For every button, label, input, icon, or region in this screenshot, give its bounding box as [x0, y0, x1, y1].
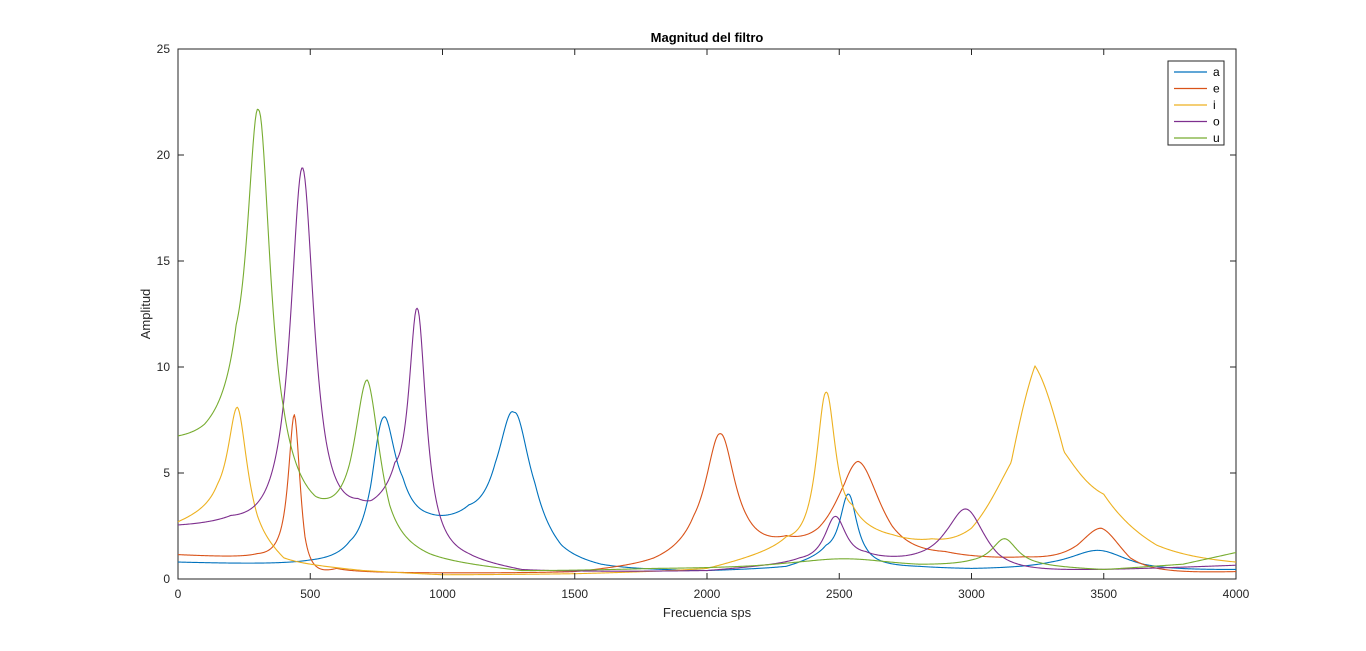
- x-tick-label: 3500: [1090, 587, 1117, 601]
- x-tick-label: 4000: [1223, 587, 1250, 601]
- chart-title: Magnitud del filtro: [651, 30, 764, 45]
- legend-label-u: u: [1213, 131, 1220, 145]
- ticks-layer: 0 500 1000 1500 2000 2500 3000 3500 4000 0 5 10 15 20…: [157, 42, 1250, 601]
- axes-box: [177, 48, 1237, 580]
- y-tick-label: 25: [157, 42, 171, 56]
- series-layer: [177, 108, 1237, 576]
- series-line-o: [177, 167, 1237, 572]
- legend-label-o: o: [1213, 115, 1220, 129]
- y-axis-label: Amplitud: [138, 289, 153, 340]
- series-line-u: [177, 108, 1237, 572]
- x-axis-label: Frecuencia sps: [663, 605, 752, 620]
- y-tick-label: 0: [163, 572, 170, 586]
- plot-area: 0 500 1000 1500 2000 2500 3000 3500 4000 0 5 10 15 20…: [157, 42, 1250, 601]
- y-tick-label: 15: [157, 254, 171, 268]
- x-tick-label: 3000: [958, 587, 985, 601]
- legend-box: [1167, 60, 1225, 146]
- series-line-i: [177, 365, 1237, 576]
- legend-label-a: a: [1213, 65, 1220, 79]
- x-tick-label: 1000: [429, 587, 456, 601]
- x-tick-label: 0: [175, 587, 182, 601]
- x-tick-label: 2000: [694, 587, 721, 601]
- x-tick-label: 1500: [561, 587, 588, 601]
- y-tick-label: 20: [157, 148, 171, 162]
- x-tick-label: 500: [300, 587, 320, 601]
- legend-label-e: e: [1213, 82, 1220, 96]
- series-line-e: [177, 414, 1237, 574]
- x-tick-label: 2500: [826, 587, 853, 601]
- legend-label-i: i: [1213, 98, 1216, 112]
- y-tick-label: 10: [157, 360, 171, 374]
- y-tick-label: 5: [163, 466, 170, 480]
